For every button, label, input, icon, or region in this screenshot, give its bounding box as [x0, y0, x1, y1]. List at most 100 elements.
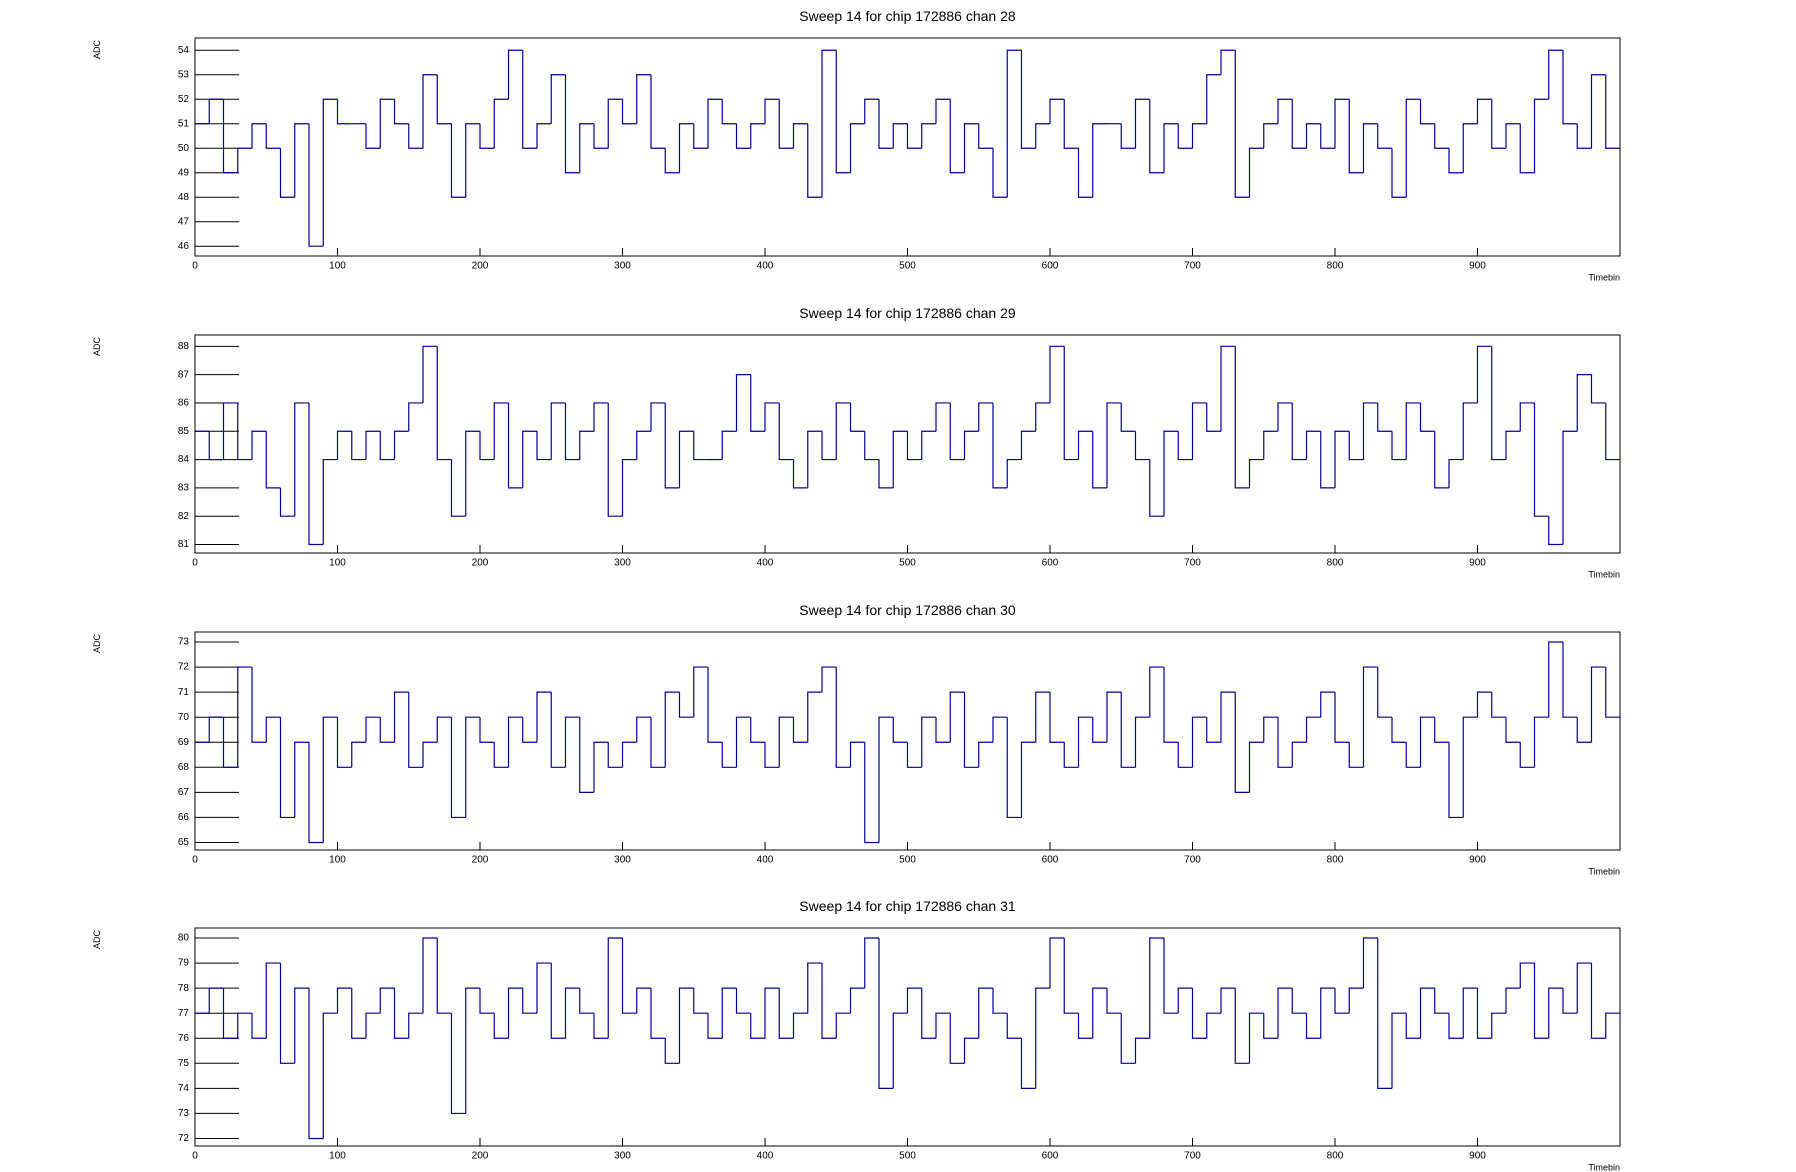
histogram-step	[1277, 402, 1293, 432]
histogram-step	[208, 98, 224, 124]
histogram-step	[294, 987, 309, 1064]
histogram-step	[436, 74, 452, 125]
histogram-step	[536, 691, 552, 743]
histogram-step	[1448, 458, 1464, 488]
histogram-step	[1448, 1013, 1464, 1039]
histogram-step	[1462, 402, 1478, 460]
histogram-step	[636, 716, 651, 743]
histogram-step	[593, 1013, 609, 1039]
histogram-step	[1035, 691, 1050, 743]
x-tick-label: 700	[1184, 558, 1201, 569]
y-tick-label: 86	[178, 398, 190, 409]
histogram-step	[1248, 147, 1264, 198]
x-axis-title: Timebin	[1588, 866, 1620, 876]
x-tick-label: 700	[1184, 1151, 1201, 1162]
histogram-step	[949, 402, 965, 461]
histogram-step	[1035, 402, 1050, 432]
histogram-step	[294, 402, 309, 517]
histogram-step	[963, 123, 979, 173]
histogram-step	[1491, 99, 1506, 149]
histogram-step	[336, 717, 352, 768]
y-tick-label: 79	[178, 958, 190, 969]
histogram-step	[436, 938, 452, 1014]
histogram-step	[1462, 716, 1478, 818]
histogram-step	[792, 123, 808, 149]
histogram-step	[564, 716, 580, 768]
histogram-step	[807, 430, 822, 488]
histogram-step	[864, 937, 879, 989]
histogram-step	[422, 345, 438, 403]
histogram-step	[1063, 346, 1079, 461]
histogram-step	[1163, 667, 1179, 743]
histogram-step	[636, 987, 651, 1014]
histogram-step	[393, 691, 409, 743]
histogram-step	[1362, 666, 1378, 768]
histogram-step	[265, 716, 281, 743]
histogram-step	[750, 123, 765, 149]
x-tick-label: 700	[1184, 855, 1201, 866]
histogram-step	[1519, 742, 1535, 768]
histogram-step	[678, 987, 694, 1064]
histogram-step	[479, 431, 495, 461]
histogram-step	[1206, 1012, 1221, 1039]
histogram-step	[1405, 402, 1421, 460]
histogram-step	[436, 716, 452, 743]
y-tick-label: 48	[178, 192, 190, 203]
histogram-step	[1035, 123, 1050, 149]
histogram-step	[1063, 938, 1079, 1014]
y-axis-title: ADC	[92, 40, 102, 60]
histogram-step	[1149, 99, 1164, 174]
histogram-step	[294, 123, 309, 198]
histogram-step	[479, 988, 495, 1014]
histogram-step	[1006, 458, 1022, 488]
histogram-step	[735, 988, 751, 1014]
histogram-step	[493, 1013, 509, 1039]
histogram-step	[279, 717, 295, 819]
histogram-step	[1248, 1012, 1264, 1064]
histogram-step	[579, 123, 594, 173]
histogram-step	[1576, 962, 1592, 1014]
histogram-step	[1320, 691, 1335, 718]
histogram-step	[351, 741, 366, 768]
histogram-step	[322, 716, 338, 843]
histogram-step	[279, 487, 295, 517]
histogram-step	[450, 123, 466, 198]
y-tick-label: 66	[178, 812, 190, 823]
x-tick-label: 200	[472, 855, 489, 866]
histogram-step	[778, 988, 794, 1039]
histogram-step	[536, 962, 552, 1014]
histogram-step	[336, 99, 352, 125]
histogram-step	[1476, 98, 1492, 124]
histogram-step	[1234, 50, 1250, 198]
histogram-step	[322, 98, 338, 247]
histogram-step	[1305, 716, 1321, 743]
histogram-step	[493, 742, 509, 768]
histogram-step	[1391, 717, 1407, 743]
histogram-step	[792, 459, 808, 489]
histogram-step	[1206, 402, 1221, 432]
histogram-step	[251, 123, 267, 149]
histogram-step	[978, 987, 993, 1039]
histogram-step	[992, 716, 1008, 743]
histogram-step	[479, 717, 495, 743]
histogram-step	[237, 666, 252, 768]
y-axis-title: ADC	[92, 930, 102, 950]
histogram-step	[522, 430, 537, 488]
histogram-step	[308, 123, 324, 247]
histogram-step	[379, 431, 395, 461]
histogram-step	[365, 430, 381, 460]
histogram-step	[1106, 691, 1122, 743]
histogram-step	[1405, 98, 1421, 198]
y-tick-label: 77	[178, 1008, 190, 1019]
histogram-step	[1248, 458, 1264, 488]
histogram-step	[564, 402, 580, 461]
x-tick-label: 300	[614, 558, 631, 569]
histogram-step	[1248, 741, 1264, 793]
histogram-step	[1120, 692, 1136, 768]
histogram-step	[1476, 691, 1492, 718]
histogram-step	[921, 716, 936, 768]
histogram-step	[465, 123, 480, 198]
histogram-step	[935, 402, 951, 432]
histogram-step	[579, 988, 594, 1014]
histogram-step	[1191, 402, 1207, 460]
